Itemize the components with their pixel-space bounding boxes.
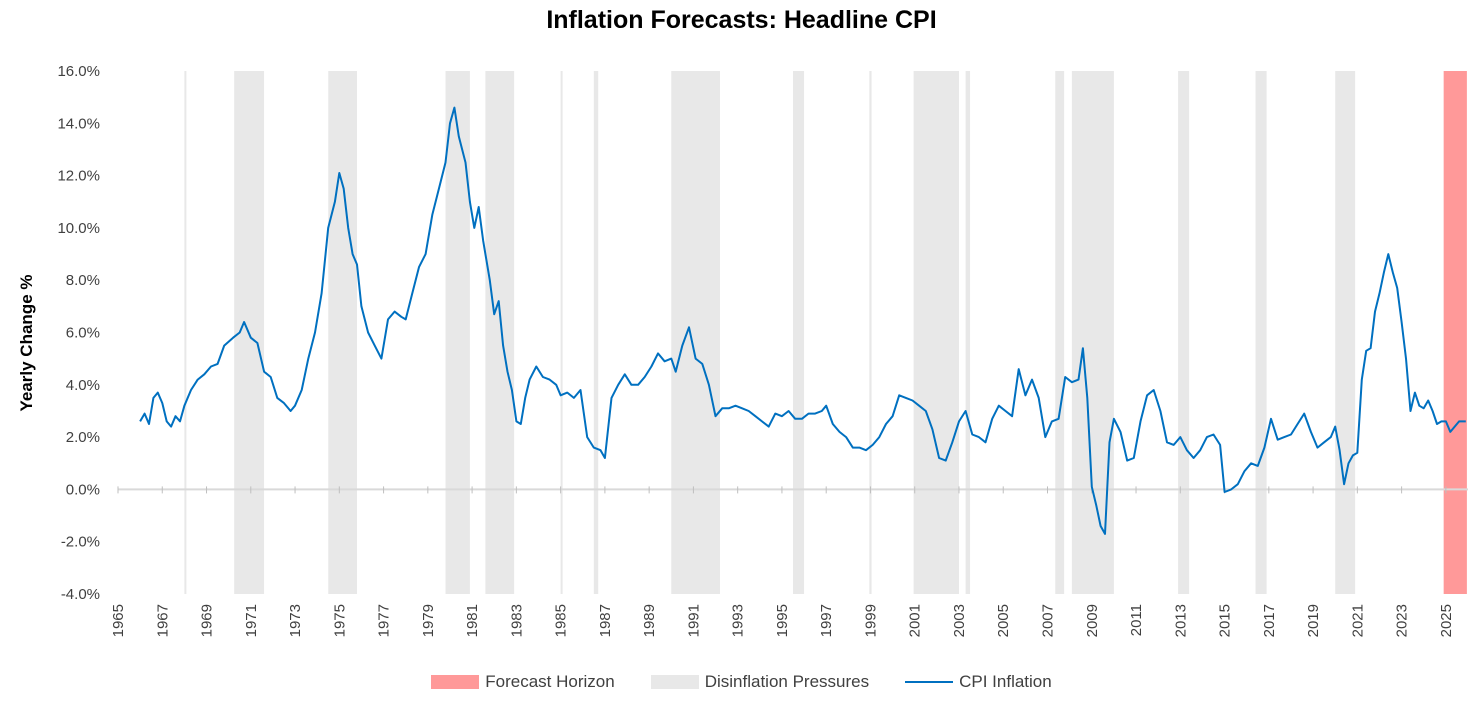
y-tick-label-0: -4.0%: [61, 586, 100, 603]
x-tick-label-20: 2005: [995, 604, 1012, 637]
y-tick-label-4: 4.0%: [66, 377, 100, 394]
x-tick-label-14: 1993: [730, 604, 747, 637]
x-tick-label-7: 1979: [420, 604, 437, 637]
disinflation-band-11: [965, 71, 971, 594]
disinflation-band-13: [1071, 71, 1114, 594]
legend-label-cpi-inflation: CPI Inflation: [959, 672, 1052, 691]
x-tick-label-13: 1991: [685, 604, 702, 637]
y-tick-label-1: -2.0%: [61, 534, 100, 551]
y-tick-label-6: 8.0%: [66, 272, 100, 289]
x-tick-label-6: 1977: [376, 604, 393, 637]
disinflation-band-2: [328, 71, 358, 594]
x-tick-label-8: 1981: [464, 604, 481, 637]
disinflation-band-8: [793, 71, 805, 594]
x-tick-label-18: 2001: [907, 604, 924, 637]
legend-swatch-cpi-inflation: [905, 681, 954, 683]
legend-label-disinflation-pressures: Disinflation Pressures: [704, 672, 870, 691]
x-tick-label-1: 1967: [154, 604, 171, 637]
disinflation-band-10: [913, 71, 959, 594]
x-tick-label-19: 2003: [951, 604, 968, 637]
disinflation-band-0: [184, 71, 187, 594]
x-tick-label-25: 2015: [1217, 604, 1234, 637]
x-tick-label-29: 2023: [1394, 604, 1411, 637]
chart-legend: Forecast Horizon Disinflation Pressures …: [0, 672, 1483, 692]
legend-swatch-disinflation-pressures: [650, 675, 699, 689]
x-tick-label-21: 2007: [1040, 604, 1057, 637]
disinflation-band-14: [1178, 71, 1190, 594]
y-tick-label-10: 16.0%: [57, 63, 100, 80]
x-tick-label-16: 1997: [818, 604, 835, 637]
forecast-horizon-band: [1443, 71, 1467, 594]
legend-item-cpi-inflation: CPI Inflation: [905, 672, 1052, 692]
x-tick-label-2: 1969: [199, 604, 216, 637]
y-tick-label-5: 6.0%: [66, 325, 100, 342]
x-tick-label-27: 2019: [1305, 604, 1322, 637]
legend-swatch-forecast-horizon: [431, 675, 480, 689]
x-tick-label-3: 1971: [243, 604, 260, 637]
x-tick-label-4: 1973: [287, 604, 304, 637]
y-tick-label-8: 12.0%: [57, 168, 100, 185]
disinflation-band-3: [445, 71, 470, 594]
disinflation-band-12: [1055, 71, 1065, 594]
axes-layer: -4.0% -2.0% 0.0% 2.0% 4.0% 6.0% 8.0% 10.0% 12.0%…: [57, 63, 1468, 637]
x-tick-label-10: 1985: [553, 604, 570, 637]
y-tick-label-9: 14.0%: [57, 115, 100, 132]
chart-title: Inflation Forecasts: Headline CPI: [546, 6, 937, 34]
disinflation-bands-layer: [184, 71, 1356, 594]
x-tick-label-11: 1987: [597, 604, 614, 637]
x-tick-label-24: 2013: [1172, 604, 1189, 637]
legend-label-forecast-horizon: Forecast Horizon: [485, 672, 615, 691]
x-tick-label-28: 2021: [1349, 604, 1366, 637]
y-tick-label-7: 10.0%: [57, 220, 100, 237]
disinflation-band-16: [1335, 71, 1356, 594]
disinflation-band-9: [869, 71, 872, 594]
x-tick-label-15: 1995: [774, 604, 791, 637]
disinflation-band-15: [1255, 71, 1267, 594]
legend-item-disinflation-pressures: Disinflation Pressures: [650, 672, 870, 692]
x-tick-label-22: 2009: [1084, 604, 1101, 637]
legend-item-forecast-horizon: Forecast Horizon: [431, 672, 615, 692]
y-tick-label-2: 0.0%: [66, 481, 100, 498]
x-tick-label-30: 2025: [1438, 604, 1455, 637]
disinflation-band-4: [485, 71, 515, 594]
x-tick-label-5: 1975: [331, 604, 348, 637]
disinflation-band-5: [560, 71, 563, 594]
x-tick-label-17: 1999: [862, 604, 879, 637]
x-tick-label-12: 1989: [641, 604, 658, 637]
x-tick-label-0: 1965: [110, 604, 127, 637]
disinflation-band-7: [671, 71, 720, 594]
x-tick-label-26: 2017: [1261, 604, 1278, 637]
y-tick-label-3: 2.0%: [66, 429, 100, 446]
cpi-inflation-line: [139, 106, 1466, 535]
forecast-horizon-layer: [1443, 71, 1467, 594]
x-tick-label-23: 2011: [1128, 604, 1145, 636]
x-tick-label-9: 1983: [508, 604, 525, 637]
cpi-line-layer: [139, 106, 1466, 535]
disinflation-band-6: [593, 71, 599, 594]
